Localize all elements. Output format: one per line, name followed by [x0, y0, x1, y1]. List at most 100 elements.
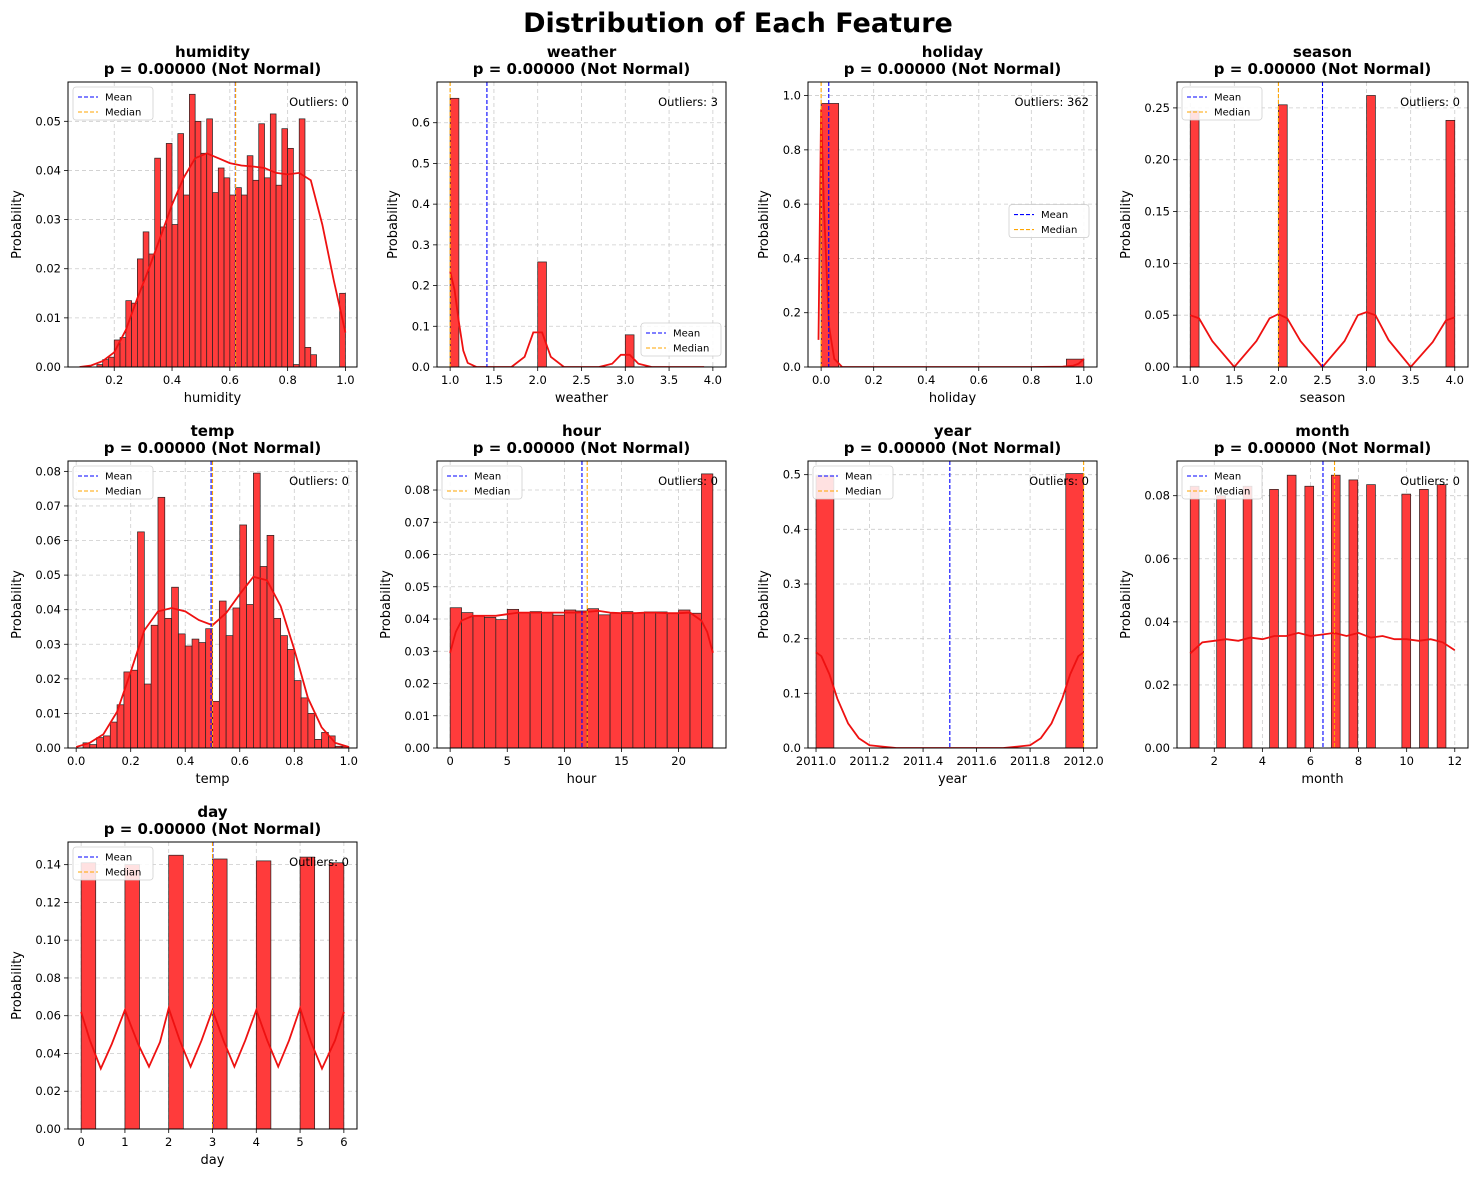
x-tick-label: 8	[1355, 754, 1362, 768]
y-tick-label: 0.8	[783, 143, 801, 157]
histogram-bar	[223, 177, 231, 367]
histogram-bar	[212, 858, 228, 1129]
histogram-bar	[232, 607, 241, 748]
y-tick-label: 0.6	[412, 116, 430, 130]
outliers-annotation: Outliers: 0	[1400, 474, 1460, 488]
legend-label: Median	[105, 868, 141, 879]
histogram-bar	[168, 854, 184, 1129]
y-tick-label: 0.00	[35, 741, 61, 755]
histogram-bar	[310, 354, 317, 367]
legend: Mean Median	[72, 846, 154, 881]
histogram-bar	[1304, 485, 1315, 748]
x-axis-label: holiday	[929, 391, 977, 406]
histogram-bar	[253, 472, 261, 748]
histogram-bar	[225, 635, 234, 748]
y-tick-label: 0.3	[412, 238, 430, 252]
subplot-title: temp	[191, 422, 235, 440]
x-tick-label: 2	[1211, 754, 1218, 768]
histogram-bar	[178, 633, 186, 748]
y-tick-label: 0.2	[412, 279, 430, 293]
y-tick-label: 0.02	[35, 1084, 61, 1098]
x-tick-label: 4.0	[1446, 373, 1464, 387]
histogram-bar	[621, 611, 634, 748]
histogram-bar	[598, 614, 611, 748]
y-tick-label: 0.1	[412, 319, 430, 333]
x-tick-label: 0.2	[105, 373, 123, 387]
y-tick-label: 0.12	[35, 895, 61, 909]
histogram-bar	[212, 192, 219, 367]
x-tick-label: 0.0	[67, 754, 85, 768]
x-tick-label: 0.8	[278, 373, 296, 387]
legend: Mean Median	[1181, 86, 1263, 121]
y-tick-label: 0.00	[1144, 741, 1170, 755]
histogram-bar	[258, 123, 265, 367]
legend: Mean Median	[72, 86, 154, 121]
y-tick-label: 0.08	[35, 464, 61, 478]
histogram-bar	[108, 356, 115, 367]
histogram-bar	[1065, 473, 1084, 748]
legend-label: Median	[673, 344, 709, 355]
y-tick-label: 0.05	[35, 114, 61, 128]
y-tick-label: 0.15	[1144, 205, 1170, 219]
y-axis-label: Probability	[757, 570, 772, 639]
subplot-subtitle: p = 0.00000 (Not Normal)	[104, 820, 321, 838]
x-tick-label: 0.8	[285, 754, 303, 768]
y-tick-label: 0.05	[1144, 308, 1170, 322]
y-tick-label: 0.1	[783, 686, 801, 700]
y-tick-label: 0.4	[783, 251, 801, 265]
x-tick-label: 1.0	[340, 754, 358, 768]
y-tick-label: 0.14	[35, 858, 61, 872]
y-tick-label: 0.08	[1144, 489, 1170, 503]
x-tick-label: 1.5	[1225, 373, 1243, 387]
y-tick-label: 0.06	[35, 1009, 61, 1023]
histogram-bar	[89, 744, 97, 748]
histogram-bar	[259, 566, 268, 748]
x-tick-label: 0.8	[1022, 373, 1040, 387]
histogram-bar	[246, 155, 254, 367]
y-tick-label: 0.02	[1144, 678, 1170, 692]
histogram-bar	[541, 612, 554, 748]
legend-label: Median	[474, 487, 510, 498]
histogram-bar	[130, 669, 138, 748]
kde-line	[815, 651, 1085, 748]
x-tick-label: 2.5	[1313, 373, 1331, 387]
x-axis-label: humidity	[184, 391, 242, 406]
y-tick-label: 0.20	[1144, 153, 1170, 167]
y-tick-label: 0.03	[35, 213, 61, 227]
legend-label: Median	[845, 487, 881, 498]
outliers-annotation: Outliers: 0	[289, 474, 349, 488]
histogram-bar	[154, 157, 161, 367]
outliers-annotation: Outliers: 0	[289, 95, 349, 109]
legend-label: Mean	[1041, 210, 1068, 221]
histogram-bar	[164, 617, 172, 748]
x-axis-label: hour	[567, 772, 597, 787]
histogram-bar	[264, 177, 271, 367]
histogram-bar	[137, 258, 144, 367]
x-tick-label: 10	[557, 754, 572, 768]
x-tick-label: 6	[1307, 754, 1314, 768]
subplot-weather: 0.0 0.1 0.2 0.3 0.4 0.5 0.6 1.0 1.5 2.0 2.5 3.0 3.5 4…	[386, 43, 727, 406]
histogram-bars	[96, 93, 346, 367]
histogram-bar	[815, 475, 835, 748]
outliers-annotation: Outliers: 0	[289, 855, 349, 869]
x-tick-label: 0.6	[970, 373, 988, 387]
histogram-bar	[461, 612, 474, 748]
y-tick-label: 0.0	[783, 741, 801, 755]
y-tick-label: 0.6	[783, 197, 801, 211]
histogram-bar	[183, 194, 190, 367]
y-tick-label: 0.02	[35, 672, 61, 686]
kde-line	[79, 152, 347, 367]
outliers-annotation: Outliers: 362	[1014, 95, 1089, 109]
histogram-bar	[1366, 95, 1376, 367]
histogram-bar	[189, 93, 196, 367]
y-tick-label: 0.04	[35, 1046, 61, 1060]
x-tick-label: 2.5	[572, 373, 590, 387]
axes-frame	[67, 81, 358, 368]
histogram-bar	[307, 713, 316, 748]
x-tick-label: 1.0	[1075, 373, 1093, 387]
x-tick-label: 0.0	[812, 373, 830, 387]
y-tick-label: 0.02	[35, 262, 61, 276]
x-axis-label: day	[201, 1153, 225, 1168]
y-tick-label: 0.08	[35, 971, 61, 985]
histogram-bar	[689, 612, 702, 748]
